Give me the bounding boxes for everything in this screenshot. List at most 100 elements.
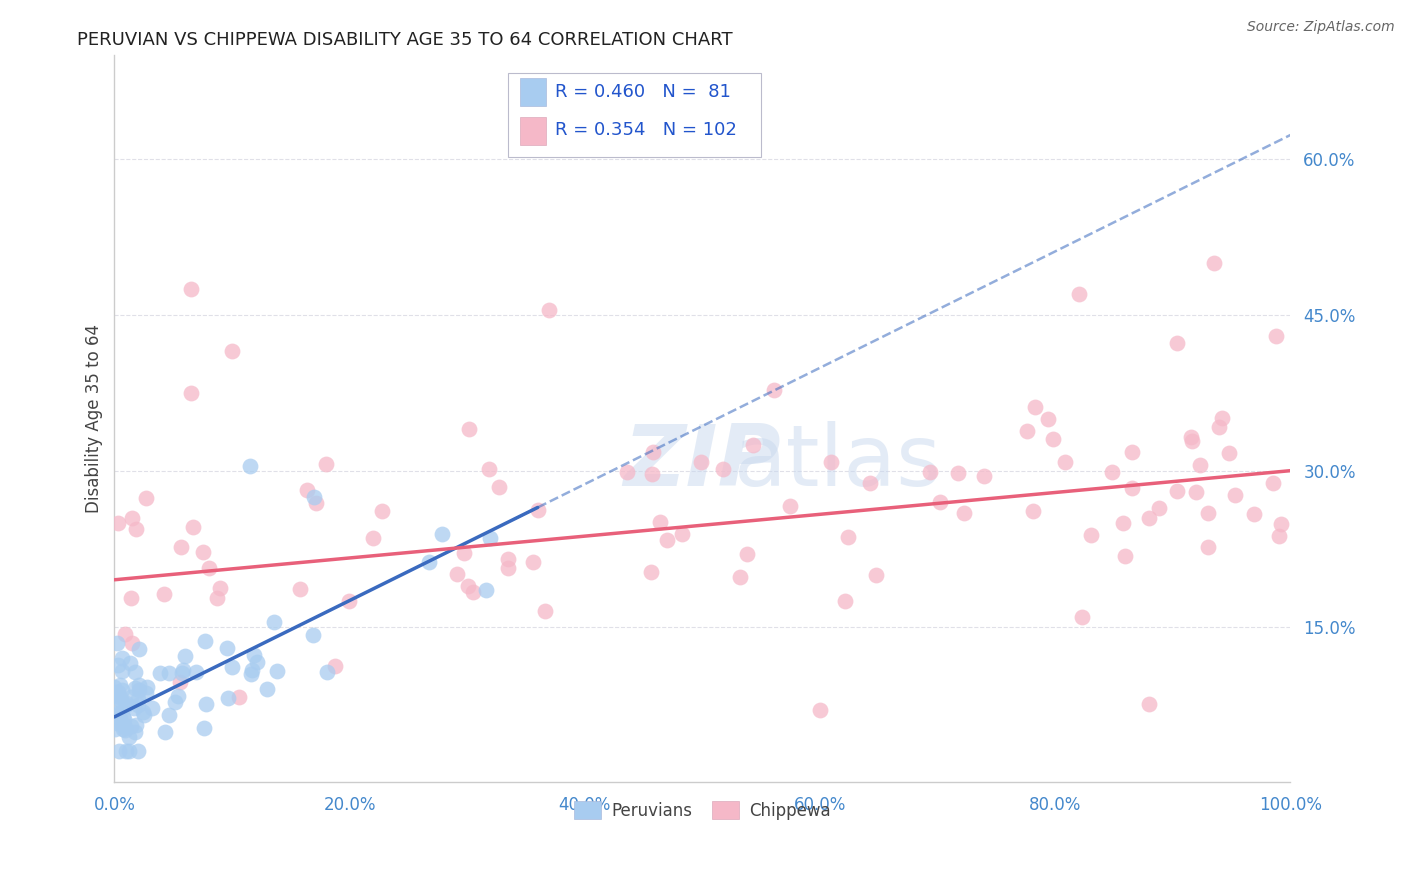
Point	[1137, 698, 1160, 712]
Point	[240, 663, 263, 677]
Point	[323, 659, 346, 673]
Point	[837, 530, 859, 544]
Text: R = 0.460   N =  81: R = 0.460 N = 81	[555, 83, 731, 101]
Point	[946, 466, 969, 480]
Point	[121, 511, 143, 525]
Point	[1166, 336, 1188, 351]
Point	[418, 555, 440, 569]
Point	[730, 569, 752, 583]
Point	[122, 700, 145, 714]
Point	[288, 582, 311, 596]
Point	[1202, 256, 1225, 270]
Point	[1223, 488, 1246, 502]
Point	[153, 587, 176, 601]
Point	[114, 744, 136, 758]
Point	[1067, 287, 1090, 301]
Point	[1189, 458, 1212, 473]
Point	[127, 698, 149, 713]
Point	[135, 491, 157, 505]
Point	[107, 658, 129, 673]
Point	[107, 708, 129, 723]
Point	[243, 648, 266, 663]
Point	[118, 656, 141, 670]
Point	[1211, 411, 1233, 425]
Point	[180, 282, 202, 296]
Point	[865, 567, 887, 582]
Point	[479, 532, 502, 546]
Point	[103, 687, 125, 701]
Point	[170, 541, 193, 555]
Point	[808, 703, 831, 717]
Point	[157, 707, 180, 722]
Point	[197, 561, 219, 575]
Point	[1137, 511, 1160, 525]
Point	[1054, 455, 1077, 469]
Point	[1080, 527, 1102, 541]
Point	[132, 705, 155, 719]
Point	[457, 579, 479, 593]
Point	[1166, 484, 1188, 499]
Point	[762, 383, 785, 397]
Text: atlas: atlas	[734, 421, 942, 504]
Point	[110, 694, 132, 708]
Point	[488, 480, 510, 494]
Point	[221, 659, 243, 673]
Point	[111, 650, 134, 665]
Legend: Peruvians, Chippewa: Peruvians, Chippewa	[568, 795, 837, 826]
Point	[105, 716, 128, 731]
Point	[105, 636, 128, 650]
Point	[461, 585, 484, 599]
Point	[163, 695, 186, 709]
Point	[121, 636, 143, 650]
Point	[157, 665, 180, 680]
Point	[315, 457, 337, 471]
Text: ZIP: ZIP	[623, 421, 782, 504]
Point	[114, 723, 136, 737]
Point	[1243, 508, 1265, 522]
Point	[1101, 465, 1123, 479]
Point	[263, 615, 285, 629]
Point	[1181, 434, 1204, 449]
Point	[105, 706, 128, 720]
Point	[128, 682, 150, 697]
Point	[973, 468, 995, 483]
Point	[304, 496, 326, 510]
Point	[1147, 500, 1170, 515]
Point	[193, 722, 215, 736]
Point	[1071, 609, 1094, 624]
Point	[640, 565, 662, 579]
Point	[108, 678, 131, 692]
Point	[371, 504, 394, 518]
Point	[172, 663, 194, 677]
Point	[1184, 484, 1206, 499]
Point	[700, 133, 723, 147]
Point	[141, 701, 163, 715]
Point	[114, 721, 136, 735]
Text: R = 0.354   N = 102: R = 0.354 N = 102	[555, 121, 737, 139]
Point	[1024, 401, 1046, 415]
Point	[741, 438, 763, 452]
Point	[1180, 430, 1202, 444]
Point	[361, 531, 384, 545]
Point	[929, 494, 952, 508]
Point	[221, 344, 243, 359]
Point	[110, 664, 132, 678]
Point	[115, 697, 138, 711]
Point	[527, 502, 550, 516]
Y-axis label: Disability Age 35 to 64: Disability Age 35 to 64	[86, 325, 103, 513]
Point	[1022, 504, 1045, 518]
Point	[685, 136, 707, 151]
Point	[1036, 412, 1059, 426]
Point	[453, 546, 475, 560]
Point	[302, 628, 325, 642]
Point	[191, 545, 214, 559]
Point	[149, 665, 172, 680]
Point	[239, 667, 262, 681]
Point	[266, 664, 288, 678]
Point	[172, 665, 194, 680]
Point	[641, 444, 664, 458]
Point	[1208, 419, 1230, 434]
Point	[108, 744, 131, 758]
Point	[127, 744, 149, 758]
Point	[132, 708, 155, 723]
